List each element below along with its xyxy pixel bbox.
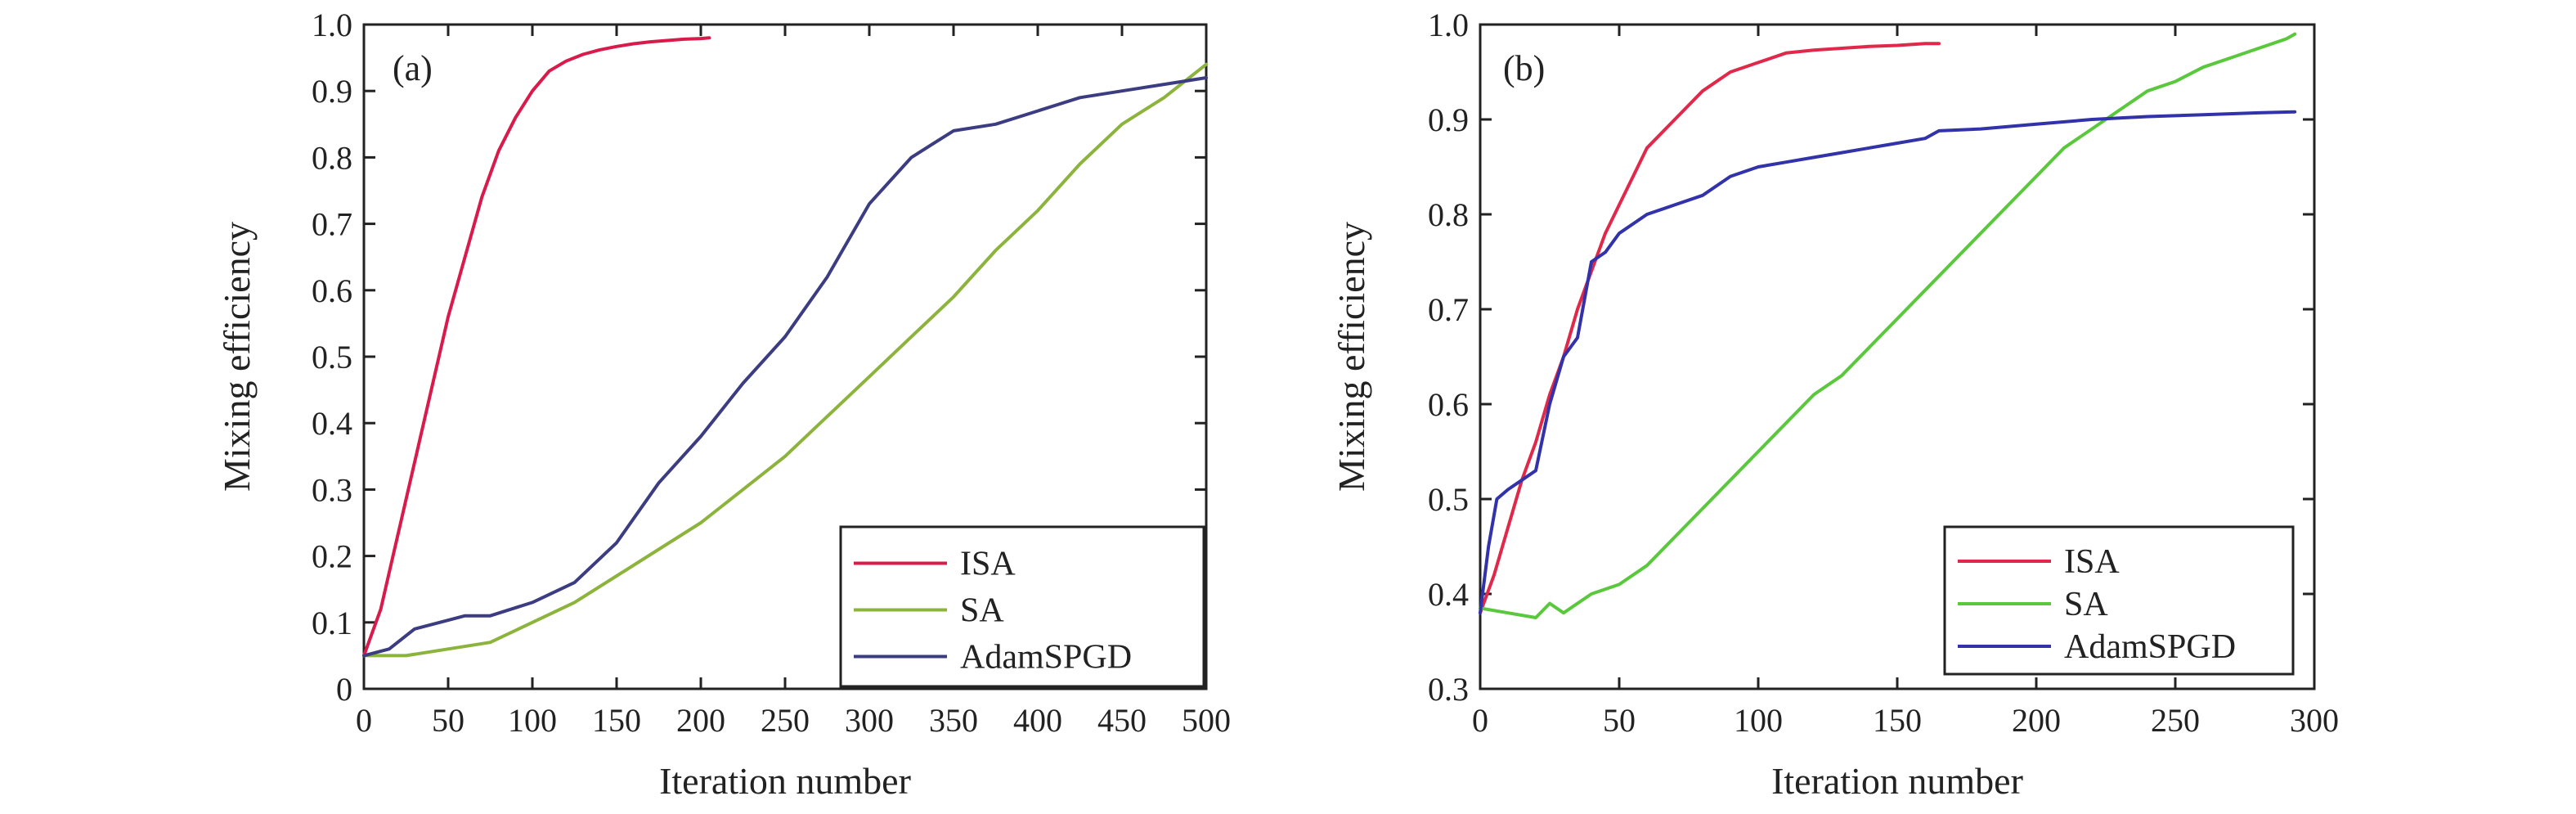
legend-label-isa: ISA	[2064, 543, 2120, 581]
y-tick-label: 0.3	[1428, 671, 1469, 708]
legend-label-sa: SA	[960, 592, 1004, 630]
legend-box	[1943, 525, 2295, 676]
y-tick-label: 0.8	[312, 139, 352, 176]
y-tick-label: 0.5	[1428, 481, 1469, 518]
x-tick-label: 200	[2012, 702, 2061, 739]
y-tick-label: 1.0	[1428, 7, 1469, 43]
y-tick-label: 0.9	[312, 73, 352, 110]
x-tick-label: 250	[761, 702, 810, 739]
legend-label-isa: ISA	[960, 546, 1016, 583]
chart-panel-b: 0 50 100 150 200 250 300 0.3 0.4 0.5 0.6 0.7 0.8 0.9 1…	[1331, 7, 2339, 802]
y-tick-label: 0.5	[312, 339, 352, 376]
x-tick-label: 450	[1097, 702, 1147, 739]
legend-label-adamspgd: AdamSPGD	[2064, 628, 2236, 666]
y-tick-label: 0.4	[1428, 576, 1469, 613]
legend: ISA SA AdamSPGD	[839, 525, 1205, 688]
y-tick-label: 0.1	[312, 605, 352, 641]
legend-label-sa: SA	[2064, 586, 2108, 623]
y-tick-label: 1.0	[312, 7, 352, 43]
series-line-sa	[362, 62, 1208, 658]
series-line-adamspgd	[1479, 110, 2297, 615]
y-tick-label: 0.4	[312, 405, 352, 442]
x-tick-label: 150	[1873, 702, 1922, 739]
y-axis-label: Mixing efficiency	[1331, 222, 1372, 492]
y-tick-label: 0.6	[312, 272, 352, 309]
y-tick-label: 0.6	[1428, 386, 1469, 423]
series-line-isa	[1479, 42, 1941, 615]
y-tick-label: 0.9	[1428, 101, 1469, 138]
x-tick-label: 400	[1013, 702, 1062, 739]
chart-panel-a: 0 50 100 150 200 250 300 350 400 450 500 0 0.1 0.2 0.3…	[216, 7, 1231, 802]
x-tick-label: 300	[845, 702, 894, 739]
y-tick-label: 0.3	[312, 471, 352, 508]
x-axis-label: Iteration number	[1771, 760, 2023, 802]
y-tick-label: 0.8	[1428, 196, 1469, 233]
y-tick-label: 0.7	[1428, 291, 1469, 328]
x-tick-label: 500	[1182, 702, 1231, 739]
series-line-isa	[362, 36, 711, 658]
x-tick-label: 50	[1603, 702, 1636, 739]
series-line-adamspgd	[362, 76, 1208, 658]
x-tick-label: 0	[356, 702, 372, 739]
x-tick-label: 350	[929, 702, 978, 739]
x-tick-label: 0	[1472, 702, 1488, 739]
y-tick-label: 0	[336, 671, 352, 708]
y-tick-label: 0.7	[312, 206, 352, 243]
y-axis-label: Mixing efficiency	[216, 222, 258, 492]
panel-label: (a)	[393, 48, 433, 88]
panel-label: (b)	[1503, 48, 1545, 88]
x-tick-label: 200	[676, 702, 725, 739]
x-tick-label: 50	[432, 702, 464, 739]
legend-box	[839, 525, 1205, 688]
x-tick-label: 250	[2151, 702, 2200, 739]
x-axis-label: Iteration number	[659, 760, 911, 802]
x-tick-label: 300	[2290, 702, 2339, 739]
y-tick-label: 0.2	[312, 538, 352, 575]
legend: ISA SA AdamSPGD	[1943, 525, 2295, 676]
x-tick-label: 150	[592, 702, 641, 739]
series-line-sa	[1479, 32, 2297, 619]
x-tick-label: 100	[1734, 702, 1783, 739]
legend-label-adamspgd: AdamSPGD	[960, 639, 1132, 677]
x-tick-label: 100	[508, 702, 557, 739]
